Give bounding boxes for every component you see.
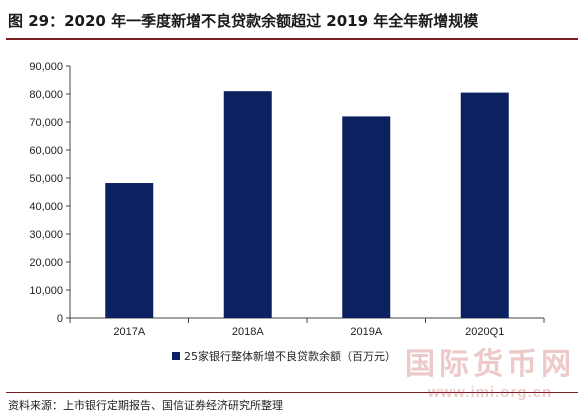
- bar: [460, 92, 509, 318]
- y-tick-label: 30,000: [29, 229, 63, 241]
- y-tick-label: 20,000: [29, 257, 63, 269]
- x-tick-label: 2019A: [350, 326, 382, 338]
- chart-title: 图 29：2020 年一季度新增不良贷款余额超过 2019 年全年新增规模: [8, 12, 479, 30]
- x-tick-label: 2020Q1: [465, 326, 504, 338]
- source-divider: [6, 392, 578, 393]
- title-divider: [6, 38, 578, 40]
- bars: [105, 91, 509, 319]
- y-tick-label: 90,000: [29, 61, 63, 73]
- y-axis: 0 10,000 20,000 30,000 40,000 50,000 60,000 70,…: [29, 61, 71, 325]
- legend-swatch: [172, 352, 180, 360]
- source-note: 资料来源：上市银行定期报告、国信证券经济研究所整理: [8, 399, 283, 412]
- x-tick-label: 2017A: [113, 326, 145, 338]
- x-tick-label: 2018A: [232, 326, 264, 338]
- y-tick-label: 10,000: [29, 285, 63, 297]
- y-tick-label: 0: [57, 313, 63, 325]
- y-tick-label: 80,000: [29, 89, 63, 101]
- bar: [342, 116, 391, 319]
- y-tick-label: 50,000: [29, 173, 63, 185]
- watermark: 国际货币网 www.imi.org.cn: [404, 346, 576, 410]
- legend-label: 25家银行整体新增不良贷款余额（百万元）: [184, 350, 396, 363]
- y-tick-label: 40,000: [29, 201, 63, 213]
- watermark-url: www.imi.org.cn: [427, 384, 553, 401]
- y-tick-label: 60,000: [29, 145, 63, 157]
- legend: 25家银行整体新增不良贷款余额（百万元）: [172, 348, 396, 364]
- bar: [223, 91, 272, 318]
- bar-chart: 0 10,000 20,000 30,000 40,000 50,000 60,000 70,…: [29, 61, 545, 338]
- watermark-logo-text: 国际货币网: [405, 347, 575, 382]
- x-axis: 2017A 2018A 2019A 2020Q1: [69, 317, 545, 338]
- y-tick-label: 70,000: [29, 117, 63, 129]
- bar: [105, 183, 154, 318]
